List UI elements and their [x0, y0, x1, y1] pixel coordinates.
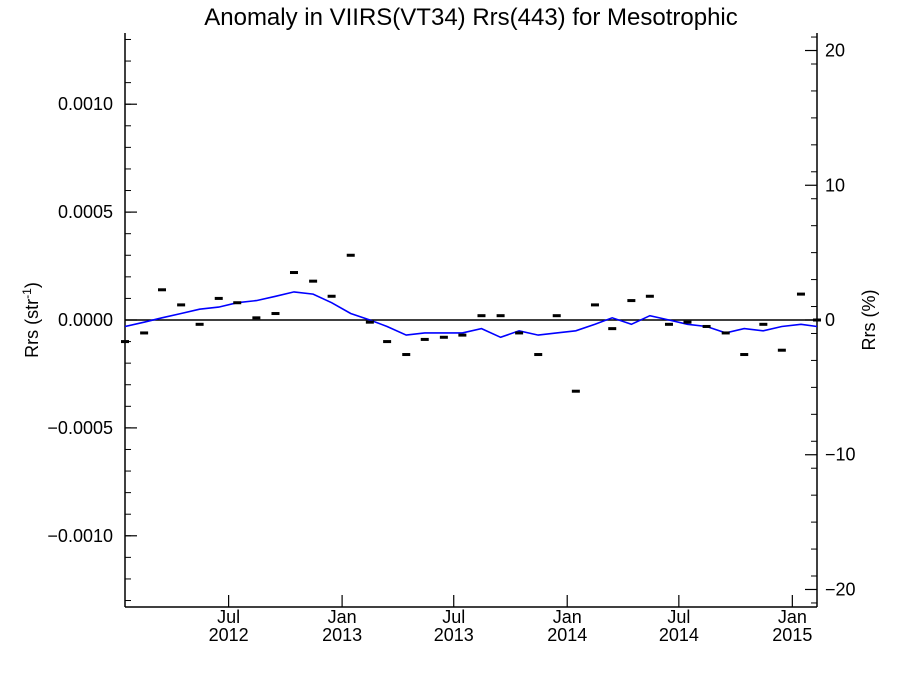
data-point	[383, 340, 392, 344]
data-point	[813, 318, 821, 322]
data-point	[309, 279, 318, 283]
x-tick-label-year: 2012	[209, 625, 249, 645]
y-tick-label-right: −10	[825, 445, 856, 465]
data-point	[683, 320, 692, 324]
y-axis-label-left-close: )	[22, 282, 42, 288]
y-axis-label-left-base: Rrs (str	[22, 299, 42, 358]
y-axis-label-left: Rrs (str-1)	[20, 282, 42, 358]
x-tick-label-year: 2015	[772, 625, 812, 645]
data-point	[534, 353, 543, 357]
y-tick-label-left: −0.0005	[47, 418, 113, 438]
tick-labels: 0.0010 0.0005 0.0000 −0.0005 −0.0010 20 10 0 −10…	[47, 41, 855, 645]
y-tick-label-right: −20	[825, 579, 856, 599]
x-tick-label-month: Jul	[667, 607, 690, 627]
data-point	[327, 294, 336, 298]
data-point	[420, 337, 429, 341]
data-point	[458, 333, 467, 337]
data-point	[590, 303, 599, 307]
anomaly-points	[121, 253, 821, 393]
y-axis-label-left-sup: -1	[20, 288, 34, 299]
data-point	[177, 303, 186, 307]
chart-title: Anomaly in VIIRS(VT34) Rrs(443) for Meso…	[204, 4, 738, 31]
y-tick-label-right: 10	[825, 175, 845, 195]
anomaly-line	[124, 291, 818, 339]
data-point	[158, 288, 167, 292]
x-tick-label-year: 2014	[659, 625, 699, 645]
data-point	[214, 296, 223, 300]
y-tick-label-left: 0.0000	[58, 310, 113, 330]
data-point	[402, 353, 411, 357]
data-point	[252, 316, 261, 320]
data-point	[233, 301, 242, 305]
data-point	[759, 322, 768, 326]
y-tick-label-right: 20	[825, 41, 845, 61]
x-tick-label-month: Jan	[328, 607, 357, 627]
x-tick-label-year: 2013	[434, 625, 474, 645]
data-point	[496, 314, 505, 318]
data-point	[702, 324, 711, 328]
y-axis-label-right: Rrs (%)	[859, 290, 879, 351]
data-point	[271, 312, 280, 316]
data-point	[796, 292, 805, 296]
data-point	[552, 314, 561, 318]
x-tick-label-year: 2014	[547, 625, 587, 645]
data-point	[439, 335, 448, 339]
data-point	[140, 331, 149, 335]
anomaly-trend-line	[124, 291, 818, 339]
data-point	[608, 327, 617, 331]
data-point	[121, 340, 129, 344]
x-tick-label-year: 2013	[322, 625, 362, 645]
data-point	[515, 331, 524, 335]
data-point	[195, 322, 204, 326]
data-point	[627, 299, 636, 303]
data-point	[346, 253, 355, 257]
data-point	[777, 348, 786, 352]
x-tick-label-month: Jul	[442, 607, 465, 627]
y-tick-label-left: −0.0010	[47, 526, 113, 546]
y-tick-label-right: 0	[825, 310, 835, 330]
data-point	[365, 320, 374, 324]
data-point	[740, 353, 749, 357]
ticks	[125, 36, 817, 607]
data-point	[721, 331, 730, 335]
x-tick-label-month: Jan	[778, 607, 807, 627]
data-point	[664, 322, 673, 326]
y-tick-label-left: 0.0005	[58, 202, 113, 222]
y-tick-label-left: 0.0010	[58, 94, 113, 114]
data-point	[289, 271, 298, 275]
data-point	[571, 389, 580, 393]
x-tick-label-month: Jul	[217, 607, 240, 627]
x-tick-label-month: Jan	[553, 607, 582, 627]
data-point	[645, 294, 654, 298]
data-point	[477, 314, 486, 318]
